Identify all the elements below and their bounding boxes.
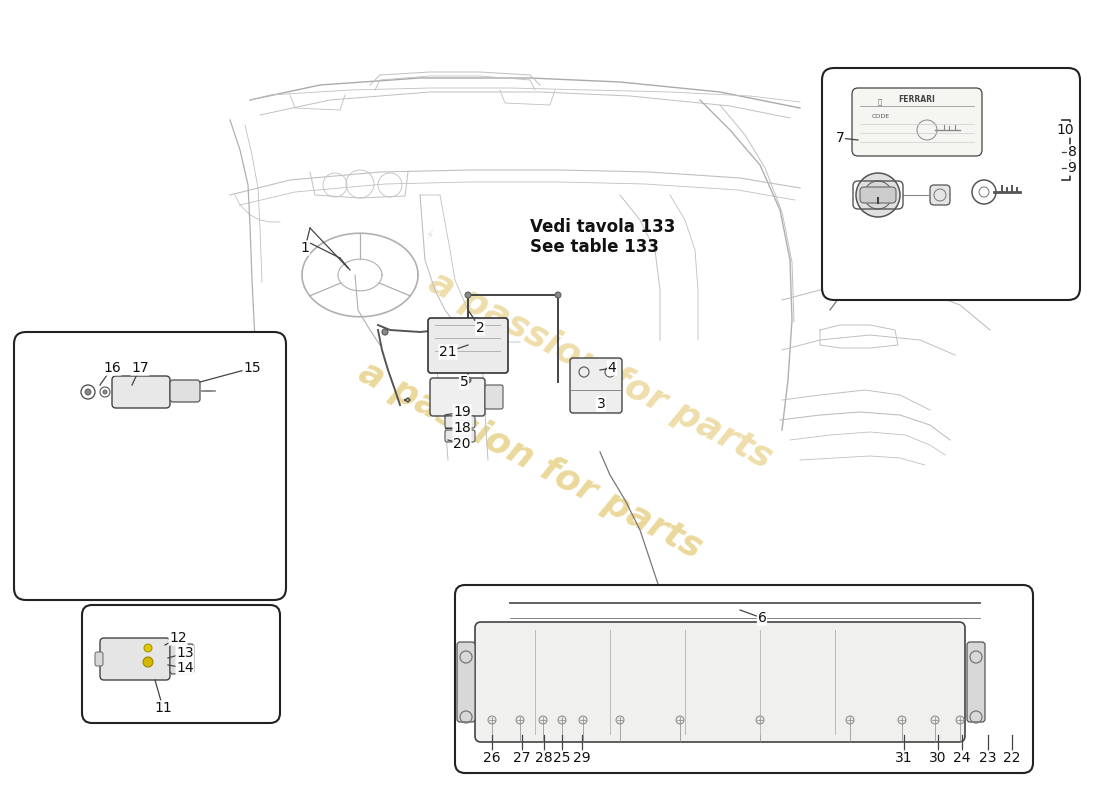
Circle shape: [143, 657, 153, 667]
Circle shape: [465, 292, 471, 298]
Circle shape: [579, 716, 587, 724]
FancyBboxPatch shape: [14, 332, 286, 600]
FancyBboxPatch shape: [930, 185, 950, 205]
Text: 26: 26: [483, 751, 500, 765]
Text: 29: 29: [573, 751, 591, 765]
FancyBboxPatch shape: [860, 187, 896, 203]
Text: 7: 7: [836, 131, 845, 145]
FancyBboxPatch shape: [446, 416, 475, 428]
Circle shape: [103, 390, 107, 394]
Text: 16: 16: [103, 361, 121, 375]
FancyBboxPatch shape: [112, 376, 170, 408]
Text: a passion for parts: a passion for parts: [352, 355, 707, 565]
Text: 23: 23: [979, 751, 997, 765]
Circle shape: [856, 173, 900, 217]
Circle shape: [85, 389, 91, 395]
Text: 17: 17: [131, 361, 149, 375]
FancyBboxPatch shape: [475, 622, 965, 742]
FancyBboxPatch shape: [822, 68, 1080, 300]
Text: 22: 22: [1003, 751, 1021, 765]
Text: CODE: CODE: [872, 114, 890, 118]
FancyBboxPatch shape: [170, 380, 200, 402]
Circle shape: [488, 716, 496, 724]
Text: 🐎: 🐎: [878, 98, 882, 106]
Text: 1: 1: [300, 241, 309, 255]
FancyBboxPatch shape: [570, 358, 622, 413]
Circle shape: [144, 644, 152, 652]
Text: 4: 4: [607, 361, 616, 375]
Circle shape: [465, 377, 471, 383]
FancyBboxPatch shape: [430, 378, 485, 416]
FancyBboxPatch shape: [170, 644, 194, 674]
Circle shape: [956, 716, 964, 724]
Text: 13: 13: [176, 646, 194, 660]
Circle shape: [676, 716, 684, 724]
FancyBboxPatch shape: [82, 605, 280, 723]
Text: FERRARI: FERRARI: [899, 95, 935, 105]
Circle shape: [539, 716, 547, 724]
Text: 31: 31: [895, 751, 913, 765]
Circle shape: [931, 716, 939, 724]
Circle shape: [382, 329, 388, 335]
Text: ⚡: ⚡: [426, 229, 434, 242]
FancyBboxPatch shape: [485, 385, 503, 409]
FancyBboxPatch shape: [170, 652, 178, 666]
Circle shape: [516, 716, 524, 724]
Circle shape: [898, 716, 906, 724]
Circle shape: [846, 716, 854, 724]
FancyBboxPatch shape: [852, 88, 982, 156]
Text: 24: 24: [954, 751, 970, 765]
Text: 20: 20: [453, 437, 471, 451]
Text: 14: 14: [176, 661, 194, 675]
FancyBboxPatch shape: [456, 642, 475, 722]
Text: 10: 10: [1056, 123, 1074, 137]
Text: 30: 30: [930, 751, 947, 765]
Circle shape: [864, 181, 892, 209]
Text: 3: 3: [596, 397, 605, 411]
Text: See table 133: See table 133: [530, 238, 659, 256]
Text: 28: 28: [536, 751, 553, 765]
Text: 5: 5: [460, 375, 469, 389]
Text: 21: 21: [439, 345, 456, 359]
FancyBboxPatch shape: [428, 318, 508, 373]
FancyBboxPatch shape: [446, 430, 475, 442]
FancyBboxPatch shape: [95, 652, 103, 666]
Text: a passion for parts: a passion for parts: [422, 265, 778, 475]
Text: 6: 6: [758, 611, 767, 625]
Circle shape: [756, 716, 764, 724]
Text: 9: 9: [1068, 161, 1077, 175]
Text: 27: 27: [514, 751, 530, 765]
Circle shape: [556, 292, 561, 298]
Text: 2: 2: [475, 321, 484, 335]
FancyBboxPatch shape: [455, 585, 1033, 773]
Text: 12: 12: [169, 631, 187, 645]
Text: 18: 18: [453, 421, 471, 435]
Text: 15: 15: [243, 361, 261, 375]
Circle shape: [558, 716, 566, 724]
Text: 25: 25: [553, 751, 571, 765]
Circle shape: [616, 716, 624, 724]
Text: Vedi tavola 133: Vedi tavola 133: [530, 218, 675, 236]
Text: 19: 19: [453, 405, 471, 419]
Text: 11: 11: [154, 701, 172, 715]
Text: 8: 8: [1068, 145, 1077, 159]
FancyBboxPatch shape: [100, 638, 170, 680]
FancyBboxPatch shape: [967, 642, 984, 722]
